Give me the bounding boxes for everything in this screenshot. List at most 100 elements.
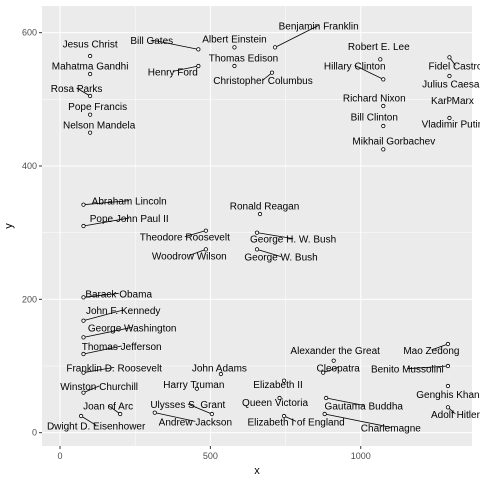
data-point: [378, 57, 383, 62]
y-tick-label: 600: [22, 28, 37, 38]
x-tick-label: 1000: [351, 451, 371, 461]
point-label: Karl Marx: [431, 96, 474, 107]
label-segment: [407, 365, 448, 370]
data-point: [118, 411, 123, 417]
point-label: Albert Einstein: [202, 35, 266, 46]
point-label: Harry Truman: [163, 380, 224, 391]
label-segment: [354, 64, 384, 80]
data-point: [447, 55, 452, 60]
data-point: [254, 247, 260, 252]
data-point: [445, 341, 451, 347]
label-segment: [76, 87, 91, 97]
label-segment: [80, 415, 97, 426]
point-label: John Adams: [192, 363, 247, 374]
x-tick-label: 500: [203, 451, 218, 461]
point-label: Gautama Buddha: [325, 401, 404, 412]
point-label: Mikhail Gorbachev: [352, 137, 435, 148]
point-label: George W. Bush: [244, 253, 317, 264]
label-segment: [324, 413, 391, 428]
data-point: [218, 371, 224, 377]
label-segment: [256, 232, 294, 240]
point-label: Franklin D. Roosevelt: [66, 363, 162, 374]
point-label: Alexander the Great: [290, 346, 380, 357]
point-label: Elizabeth II: [253, 380, 302, 391]
point-label: Rosa Parks: [51, 84, 103, 95]
data-point: [447, 97, 452, 102]
data-point: [445, 363, 451, 369]
data-point: [196, 47, 201, 52]
data-point: [194, 386, 199, 391]
point-label: Richard Nixon: [343, 93, 406, 104]
data-point: [88, 53, 93, 59]
point-label: John F. Kennedy: [86, 306, 161, 317]
data-point: [78, 413, 84, 419]
point-label: Julius Caesar: [422, 79, 480, 90]
data-points: [78, 45, 452, 419]
data-point: [277, 395, 282, 401]
point-label: Dwight D. Eisenhower: [47, 421, 146, 432]
label-segment: [283, 415, 297, 422]
label-segment: [83, 345, 122, 355]
y-axis-title: y: [3, 223, 15, 229]
data-point: [81, 223, 86, 229]
label-segment: [172, 65, 199, 72]
data-point: [232, 45, 237, 50]
point-label: Bill Clinton: [351, 113, 398, 124]
point-label: Woodrow Wilson: [152, 251, 227, 262]
point-label: Genghis Khan: [416, 390, 479, 401]
data-point: [81, 318, 86, 323]
data-point: [281, 413, 287, 419]
point-label: Andrew Jackson: [159, 417, 232, 428]
point-label: Thomas Jefferson: [82, 342, 162, 353]
data-point: [381, 123, 386, 129]
point-label: Benjamin Franklin: [279, 21, 359, 32]
data-point: [196, 63, 201, 69]
label-segment: [323, 366, 339, 374]
point-label: Ulysses S. Grant: [150, 400, 225, 411]
data-point: [324, 395, 329, 401]
point-label: Adolf Hitler: [431, 410, 480, 421]
axis-ticks: 0 500 1000 0 200 400 600: [22, 28, 371, 461]
point-label: Winston Churchill: [60, 382, 138, 393]
data-point: [321, 370, 326, 375]
label-segment: [431, 343, 449, 351]
data-point: [281, 378, 287, 383]
data-point: [81, 370, 86, 375]
point-label: Thomas Edison: [209, 53, 278, 64]
data-point: [88, 93, 93, 99]
data-point: [272, 45, 278, 50]
point-label: Charlemagne: [361, 423, 421, 434]
data-point: [81, 351, 86, 357]
data-point: [81, 295, 86, 300]
y-tick-label: 400: [22, 161, 37, 171]
point-label: Mao Zedong: [403, 346, 459, 357]
plot-panel: [42, 6, 472, 446]
x-axis-title: x: [254, 465, 260, 477]
data-point: [381, 147, 386, 152]
point-label: Queen Victoria: [242, 398, 308, 409]
y-tick-label: 200: [22, 294, 37, 304]
point-label: Ronald Reagan: [230, 201, 300, 212]
data-point: [254, 230, 260, 235]
label-segment: [151, 39, 199, 50]
label-segment: [274, 24, 319, 48]
data-point: [447, 115, 452, 121]
label-segment: [83, 309, 124, 322]
label-segment: [83, 366, 115, 374]
point-label: Bill Gates: [130, 36, 173, 47]
point-label: Robert E. Lee: [348, 42, 410, 53]
point-label: Pope John Paul II: [90, 214, 169, 225]
point-label: George H. W. Bush: [250, 235, 336, 246]
point-label: Nelson Mandela: [63, 121, 136, 132]
data-point: [81, 335, 86, 340]
point-label: Barack Obama: [85, 289, 152, 300]
data-point: [257, 211, 263, 217]
point-label: Cleopatra: [317, 363, 361, 374]
point-label: Joan of Arc: [83, 401, 133, 412]
point-label: Pope Francis: [68, 102, 127, 113]
label-segment: [189, 248, 207, 256]
point-label: Theodore Roosevelt: [140, 233, 230, 244]
label-segment: [184, 230, 206, 238]
data-point: [381, 103, 386, 109]
